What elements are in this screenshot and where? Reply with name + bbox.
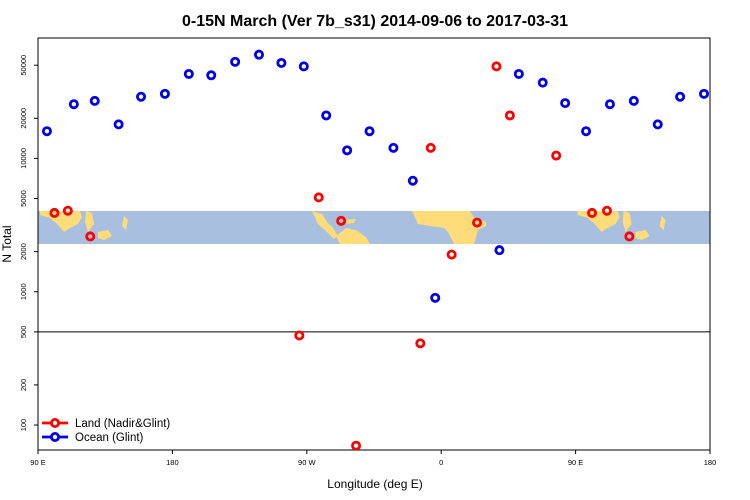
world-map-strip xyxy=(38,211,710,244)
ocean-point xyxy=(494,245,505,256)
legend-label: Ocean (Glint) xyxy=(75,432,144,444)
y-axis: 100 200 500 1000 2000 5000 10000 20000 50000 xyxy=(19,55,38,432)
ocean-point xyxy=(699,88,710,99)
y-tick-label: 20000 xyxy=(19,108,28,129)
ocean-point xyxy=(276,57,287,68)
x-tick-label: 90 E xyxy=(568,458,583,467)
ocean-point xyxy=(364,126,375,137)
x-tick-label: 90 W xyxy=(298,458,316,467)
legend: Land (Nadir&Glint) Ocean (Glint) xyxy=(42,417,170,444)
map-land-africa xyxy=(412,211,486,244)
ocean-point xyxy=(430,292,441,303)
ocean-point xyxy=(298,61,309,72)
ocean-point xyxy=(254,49,265,60)
ocean-point xyxy=(652,119,663,130)
ocean-point xyxy=(628,95,639,106)
map-land-south-asia xyxy=(40,211,82,232)
map-land-south-asia-repeat xyxy=(577,211,620,232)
y-tick-label: 10000 xyxy=(19,148,28,169)
ocean-point xyxy=(113,119,124,130)
y-tick-label: 500 xyxy=(19,326,28,339)
map-land-southeast-asia xyxy=(85,211,94,232)
ocean-point xyxy=(675,91,686,102)
y-tick-label: 200 xyxy=(19,379,28,392)
ocean-point xyxy=(159,88,170,99)
ocean-point xyxy=(230,56,241,67)
map-land-southeast-asia-repeat xyxy=(622,211,632,232)
ocean-point xyxy=(68,99,79,110)
land-point xyxy=(446,249,457,260)
map-land-borneo xyxy=(98,230,112,240)
chart-title: 0-15N March (Ver 7b_s31) 2014-09-06 to 2… xyxy=(182,13,568,30)
x-tick-label: 90 E xyxy=(30,458,45,467)
land-point xyxy=(336,215,347,226)
land-point xyxy=(313,192,324,203)
ocean-point xyxy=(41,126,52,137)
x-tick-label: 0 xyxy=(439,458,443,467)
ocean-point xyxy=(136,91,147,102)
legend-marker xyxy=(50,417,61,428)
land-point xyxy=(425,142,436,153)
y-axis-label: N Total xyxy=(0,225,14,262)
y-tick-label: 5000 xyxy=(19,190,28,207)
map-land-mexico xyxy=(312,211,338,239)
land-point xyxy=(85,231,96,242)
map-land-caribbean xyxy=(344,219,356,224)
map-land-borneo-repeat xyxy=(635,230,650,240)
land-point xyxy=(294,330,305,341)
ocean-point xyxy=(388,142,399,153)
land-point xyxy=(415,338,426,349)
x-tick-label: 180 xyxy=(704,458,717,467)
land-point xyxy=(49,207,60,218)
ocean-point xyxy=(321,110,332,121)
ocean-point xyxy=(513,68,524,79)
map-land-philippines xyxy=(122,216,128,230)
y-tick-label: 2000 xyxy=(19,243,28,260)
ocean-point xyxy=(604,99,615,110)
x-tick-label: 180 xyxy=(166,458,179,467)
map-land-south-america xyxy=(336,228,370,244)
ocean-point xyxy=(537,77,548,88)
land-point xyxy=(587,207,598,218)
data-points xyxy=(41,49,710,450)
land-point xyxy=(62,205,73,216)
land-point xyxy=(551,150,562,161)
x-axis: 90 E 180 90 W 0 90 E 180 xyxy=(30,450,716,467)
plot-frame xyxy=(37,37,711,451)
y-tick-label: 50000 xyxy=(19,55,28,76)
ocean-point xyxy=(581,126,592,137)
ocean-point xyxy=(89,95,100,106)
y-tick-label: 1000 xyxy=(19,283,28,300)
ocean-point xyxy=(342,145,353,156)
x-axis-label: Longitude (deg E) xyxy=(327,477,422,491)
land-point xyxy=(504,110,515,121)
y-tick-label: 100 xyxy=(19,419,28,432)
legend-marker xyxy=(50,431,61,442)
map-land-philippines-repeat xyxy=(659,216,666,230)
land-point xyxy=(351,440,362,450)
ocean-point xyxy=(183,68,194,79)
ocean-point xyxy=(560,98,571,109)
land-point xyxy=(491,61,502,72)
ocean-point xyxy=(206,70,217,81)
land-point xyxy=(472,217,483,228)
ocean-point xyxy=(407,175,418,186)
land-point xyxy=(624,231,635,242)
legend-label: Land (Nadir&Glint) xyxy=(75,418,170,430)
land-point xyxy=(601,205,612,216)
